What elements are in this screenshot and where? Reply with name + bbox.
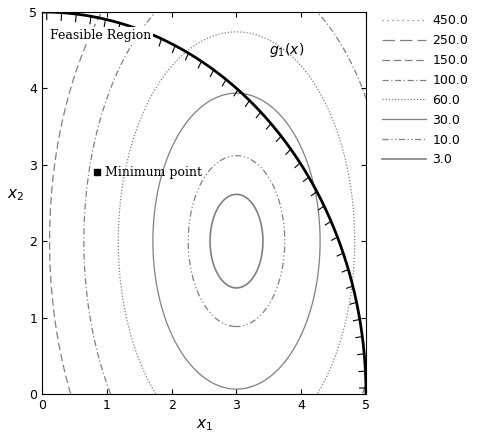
Text: Minimum point: Minimum point xyxy=(105,166,202,179)
X-axis label: $x_1$: $x_1$ xyxy=(195,418,213,433)
Y-axis label: $x_2$: $x_2$ xyxy=(7,187,24,203)
Text: $g_1(x)$: $g_1(x)$ xyxy=(269,41,304,59)
Legend: 450.0, 250.0, 150.0, 100.0, 60.0, 30.0, 10.0, 3.0: 450.0, 250.0, 150.0, 100.0, 60.0, 30.0, … xyxy=(379,11,472,170)
Text: Feasible Region: Feasible Region xyxy=(50,29,151,42)
